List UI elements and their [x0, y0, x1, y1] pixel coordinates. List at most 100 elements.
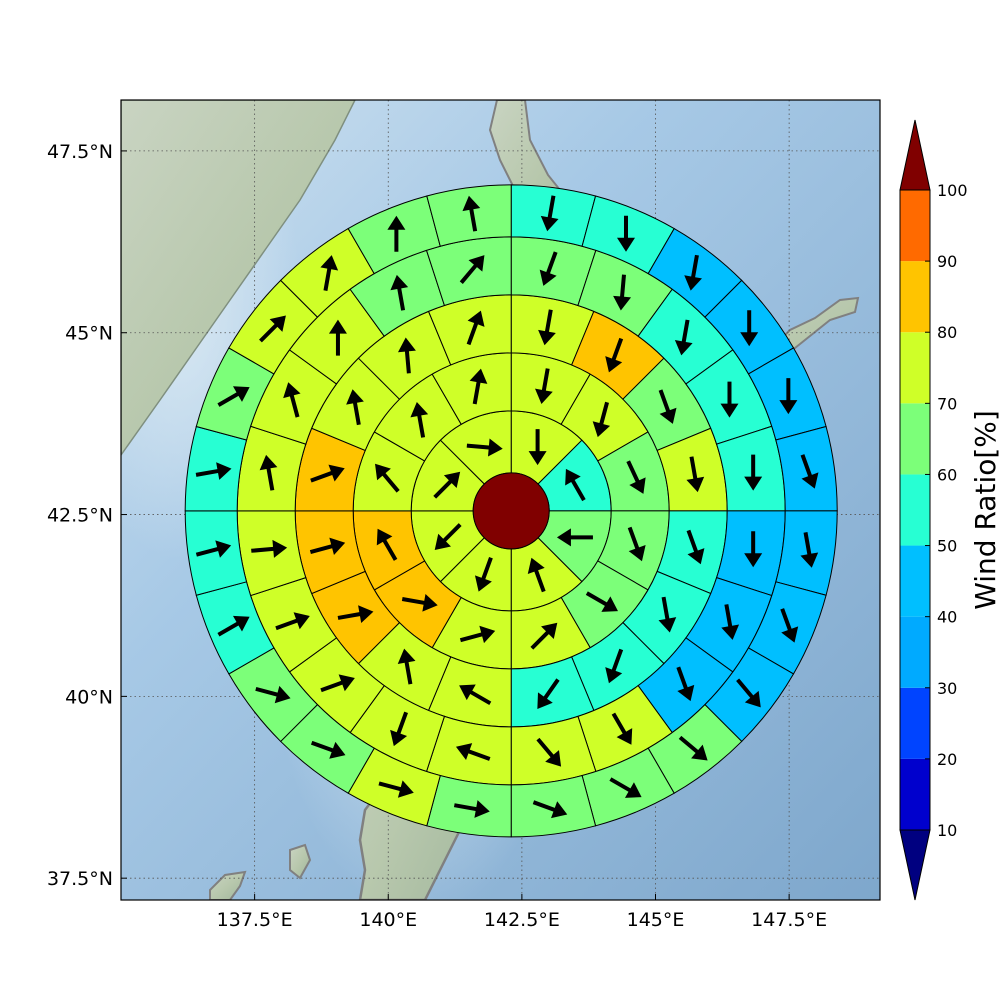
wind-arrow [674, 319, 693, 356]
wind-arrow [658, 596, 677, 633]
wind-arrow [530, 622, 558, 650]
wind-arrow [678, 735, 708, 761]
wind-arrow [585, 591, 618, 612]
wind-arrow [309, 537, 346, 556]
wind-arrow [740, 310, 759, 347]
wind-arrow [627, 526, 646, 562]
wind-ratio-sector [184, 425, 248, 512]
colorbar-tick-label: 90 [937, 252, 957, 271]
wind-arrow [459, 684, 492, 706]
mainland-landmass [121, 100, 356, 457]
wind-arrow [658, 389, 677, 424]
wind-arrow [528, 429, 547, 466]
wind-arrow [259, 315, 286, 343]
lat-tick-label: 37.5°N [47, 868, 113, 890]
colorbar-tick-label: 50 [937, 537, 957, 556]
noto-peninsula [209, 870, 247, 900]
wind-arrow [455, 743, 491, 761]
wind-arrow [259, 454, 278, 491]
wind-arrow [605, 648, 624, 684]
wind-arrow [328, 319, 347, 356]
wind-arrow [434, 523, 462, 551]
wind-arrow [540, 195, 559, 232]
wind-arrow [387, 215, 406, 252]
colorbar: 10 20 30 40 50 60 70 80 90 100 [899, 119, 968, 901]
wind-arrow [410, 401, 429, 438]
wind-arrow [686, 456, 705, 493]
wind-arrow [376, 528, 398, 561]
lon-tick-label: 137.5°E [217, 909, 293, 931]
sado-island [289, 843, 312, 880]
wind-arrow [538, 309, 556, 346]
wind-arrow [736, 678, 761, 708]
wind-arrow [320, 674, 355, 693]
lat-tick-label: 40°N [65, 686, 113, 708]
wind-arrow [536, 737, 562, 767]
colorbar-min-extend [899, 829, 931, 901]
wind-arrow [375, 463, 400, 493]
colorbar-tick-label: 30 [937, 679, 957, 698]
wind-arrow [390, 274, 409, 311]
colorbar-segment [900, 545, 930, 617]
wind-arrow [195, 540, 232, 558]
wind-arrow [744, 454, 763, 491]
wind-arrow [686, 529, 705, 565]
wind-arrow [556, 528, 593, 547]
wind-arrow [397, 648, 416, 685]
wind-arrow [459, 625, 496, 644]
wind-arrow [676, 666, 695, 702]
wind-ratio-sector [184, 510, 248, 596]
colorbar-segment [900, 332, 930, 404]
wind-arrow [378, 780, 414, 798]
wind-arrow [453, 800, 490, 818]
colorbar-segment [900, 687, 930, 759]
wind-arrow [532, 800, 568, 819]
colorbar-segment [900, 758, 930, 830]
lon-tick-label: 145°E [627, 909, 685, 931]
colorbar-outline [899, 189, 931, 831]
wind-arrow [565, 468, 586, 502]
wind-arrow [474, 557, 493, 592]
lat-tick-label: 45°N [65, 323, 113, 345]
colorbar-tick-label: 10 [937, 821, 957, 840]
wind-arrow [337, 605, 374, 623]
wind-arrow [684, 254, 702, 291]
wind-arrow [433, 471, 461, 499]
wind-arrow [616, 215, 635, 252]
colorbar-tick-label: 40 [937, 608, 957, 627]
wind-arrow [605, 337, 624, 373]
wind-arrow [537, 678, 560, 710]
colorbar-tick-label: 80 [937, 323, 957, 342]
wind-arrow [626, 460, 646, 494]
wind-arrow [251, 539, 288, 558]
wind-arrow [459, 255, 485, 284]
lon-tick-label: 147.5°E [751, 909, 827, 931]
wind-arrow [217, 386, 250, 407]
colorbar-tick-label: 100 [937, 181, 968, 200]
wind-arrow [535, 368, 553, 405]
wind-arrow [720, 381, 739, 418]
wind-ratio-sector [775, 510, 838, 596]
wind-arrow [390, 711, 408, 747]
wind-ratio-sector [510, 774, 597, 838]
lat-tick-label: 42.5°N [47, 505, 113, 527]
wind-arrow [539, 251, 558, 286]
wind-arrow [195, 462, 232, 480]
lon-tick-label: 142.5°E [484, 909, 560, 931]
colorbar-segment [900, 261, 930, 333]
colorbar-segment [900, 616, 930, 688]
wind-arrow [275, 612, 310, 631]
wind-arrow [346, 389, 364, 426]
wind-arrow [592, 401, 611, 438]
colorbar-max-extend [899, 119, 931, 191]
wind-arrow [397, 337, 416, 374]
wind-arrow [283, 382, 301, 418]
wind-arrow [800, 454, 819, 489]
wind-arrow [613, 274, 632, 311]
wind-arrow [721, 604, 740, 640]
wind-arrow [466, 438, 503, 457]
wind-arrow [800, 531, 819, 568]
center-disk [472, 472, 550, 550]
wind-arrow [310, 464, 345, 483]
